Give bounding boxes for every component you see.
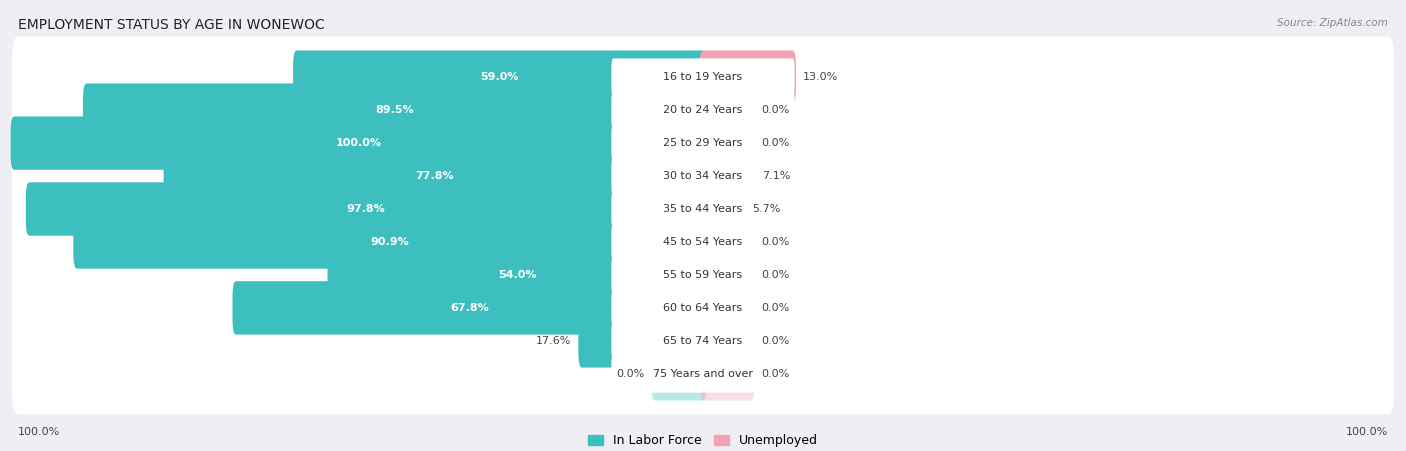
FancyBboxPatch shape: [700, 248, 755, 302]
Text: 0.0%: 0.0%: [762, 105, 790, 115]
Legend: In Labor Force, Unemployed: In Labor Force, Unemployed: [583, 429, 823, 451]
FancyBboxPatch shape: [13, 267, 1393, 349]
Text: 30 to 34 Years: 30 to 34 Years: [664, 171, 742, 181]
Text: 100.0%: 100.0%: [18, 428, 60, 437]
FancyBboxPatch shape: [612, 190, 794, 228]
Text: 89.5%: 89.5%: [375, 105, 413, 115]
Text: 75 Years and over: 75 Years and over: [652, 369, 754, 379]
Text: 0.0%: 0.0%: [762, 138, 790, 148]
FancyBboxPatch shape: [700, 182, 745, 236]
Text: 59.0%: 59.0%: [481, 72, 519, 82]
Text: 60 to 64 Years: 60 to 64 Years: [664, 303, 742, 313]
Text: 5.7%: 5.7%: [752, 204, 780, 214]
Text: 16 to 19 Years: 16 to 19 Years: [664, 72, 742, 82]
Text: 45 to 54 Years: 45 to 54 Years: [664, 237, 742, 247]
Text: EMPLOYMENT STATUS BY AGE IN WONEWOC: EMPLOYMENT STATUS BY AGE IN WONEWOC: [18, 18, 325, 32]
Text: 13.0%: 13.0%: [803, 72, 838, 82]
Text: 0.0%: 0.0%: [616, 369, 644, 379]
FancyBboxPatch shape: [13, 102, 1393, 184]
FancyBboxPatch shape: [328, 248, 706, 302]
Text: 55 to 59 Years: 55 to 59 Years: [664, 270, 742, 280]
FancyBboxPatch shape: [13, 169, 1393, 249]
FancyBboxPatch shape: [612, 322, 794, 359]
FancyBboxPatch shape: [700, 51, 796, 104]
Text: 35 to 44 Years: 35 to 44 Years: [664, 204, 742, 214]
Text: 90.9%: 90.9%: [371, 237, 409, 247]
Text: 65 to 74 Years: 65 to 74 Years: [664, 336, 742, 346]
FancyBboxPatch shape: [578, 314, 706, 368]
FancyBboxPatch shape: [292, 51, 706, 104]
Text: 100.0%: 100.0%: [336, 138, 381, 148]
FancyBboxPatch shape: [651, 347, 706, 400]
Text: 97.8%: 97.8%: [347, 204, 385, 214]
FancyBboxPatch shape: [700, 347, 755, 400]
Text: 100.0%: 100.0%: [1346, 428, 1388, 437]
FancyBboxPatch shape: [13, 235, 1393, 316]
FancyBboxPatch shape: [612, 256, 794, 294]
Text: 0.0%: 0.0%: [762, 336, 790, 346]
FancyBboxPatch shape: [13, 69, 1393, 151]
Text: 0.0%: 0.0%: [762, 270, 790, 280]
FancyBboxPatch shape: [13, 300, 1393, 382]
FancyBboxPatch shape: [13, 135, 1393, 216]
FancyBboxPatch shape: [612, 92, 794, 129]
Text: 77.8%: 77.8%: [416, 171, 454, 181]
Text: 54.0%: 54.0%: [498, 270, 536, 280]
FancyBboxPatch shape: [13, 37, 1393, 118]
FancyBboxPatch shape: [163, 149, 706, 203]
Text: 0.0%: 0.0%: [762, 237, 790, 247]
Text: 0.0%: 0.0%: [762, 303, 790, 313]
FancyBboxPatch shape: [612, 124, 794, 162]
FancyBboxPatch shape: [612, 58, 794, 96]
Text: Source: ZipAtlas.com: Source: ZipAtlas.com: [1277, 18, 1388, 28]
FancyBboxPatch shape: [612, 223, 794, 261]
FancyBboxPatch shape: [83, 83, 706, 137]
Text: 7.1%: 7.1%: [762, 171, 790, 181]
FancyBboxPatch shape: [13, 202, 1393, 282]
Text: 17.6%: 17.6%: [536, 336, 571, 346]
Text: 0.0%: 0.0%: [762, 369, 790, 379]
FancyBboxPatch shape: [25, 182, 706, 236]
FancyBboxPatch shape: [232, 281, 706, 335]
FancyBboxPatch shape: [700, 83, 755, 137]
FancyBboxPatch shape: [700, 215, 755, 269]
FancyBboxPatch shape: [700, 314, 755, 368]
FancyBboxPatch shape: [612, 289, 794, 327]
FancyBboxPatch shape: [612, 157, 794, 195]
FancyBboxPatch shape: [700, 149, 755, 203]
Text: 25 to 29 Years: 25 to 29 Years: [664, 138, 742, 148]
FancyBboxPatch shape: [73, 215, 706, 269]
FancyBboxPatch shape: [700, 116, 755, 170]
FancyBboxPatch shape: [13, 333, 1393, 414]
FancyBboxPatch shape: [11, 116, 706, 170]
Text: 20 to 24 Years: 20 to 24 Years: [664, 105, 742, 115]
FancyBboxPatch shape: [700, 281, 755, 335]
Text: 67.8%: 67.8%: [450, 303, 489, 313]
FancyBboxPatch shape: [612, 355, 794, 392]
